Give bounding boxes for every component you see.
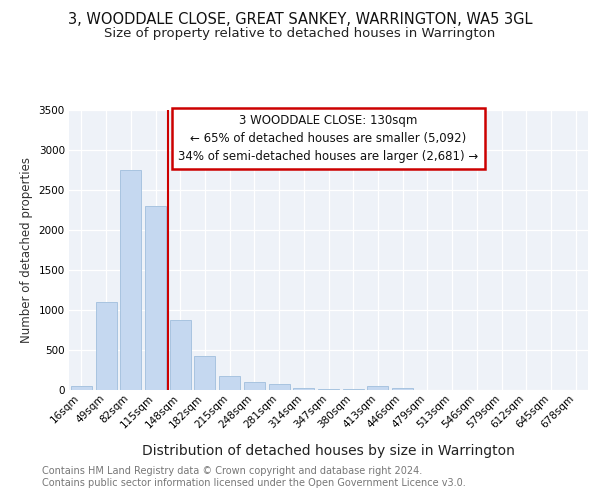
Text: 3, WOODDALE CLOSE, GREAT SANKEY, WARRINGTON, WA5 3GL: 3, WOODDALE CLOSE, GREAT SANKEY, WARRING… <box>68 12 532 28</box>
Text: Contains HM Land Registry data © Crown copyright and database right 2024.
Contai: Contains HM Land Registry data © Crown c… <box>42 466 466 487</box>
Bar <box>392 388 413 390</box>
Bar <box>367 386 388 390</box>
Bar <box>120 170 141 390</box>
Text: 3 WOODDALE CLOSE: 130sqm
← 65% of detached houses are smaller (5,092)
34% of sem: 3 WOODDALE CLOSE: 130sqm ← 65% of detach… <box>178 114 479 163</box>
Bar <box>343 389 364 390</box>
Text: Size of property relative to detached houses in Warrington: Size of property relative to detached ho… <box>104 28 496 40</box>
Bar <box>71 386 92 390</box>
Bar <box>95 302 116 390</box>
Bar <box>194 356 215 390</box>
Y-axis label: Number of detached properties: Number of detached properties <box>20 157 33 343</box>
Bar <box>219 376 240 390</box>
Bar <box>293 388 314 390</box>
Bar <box>269 384 290 390</box>
X-axis label: Distribution of detached houses by size in Warrington: Distribution of detached houses by size … <box>142 444 515 458</box>
Bar <box>318 389 339 390</box>
Bar <box>244 382 265 390</box>
Bar <box>170 320 191 390</box>
Bar <box>145 206 166 390</box>
